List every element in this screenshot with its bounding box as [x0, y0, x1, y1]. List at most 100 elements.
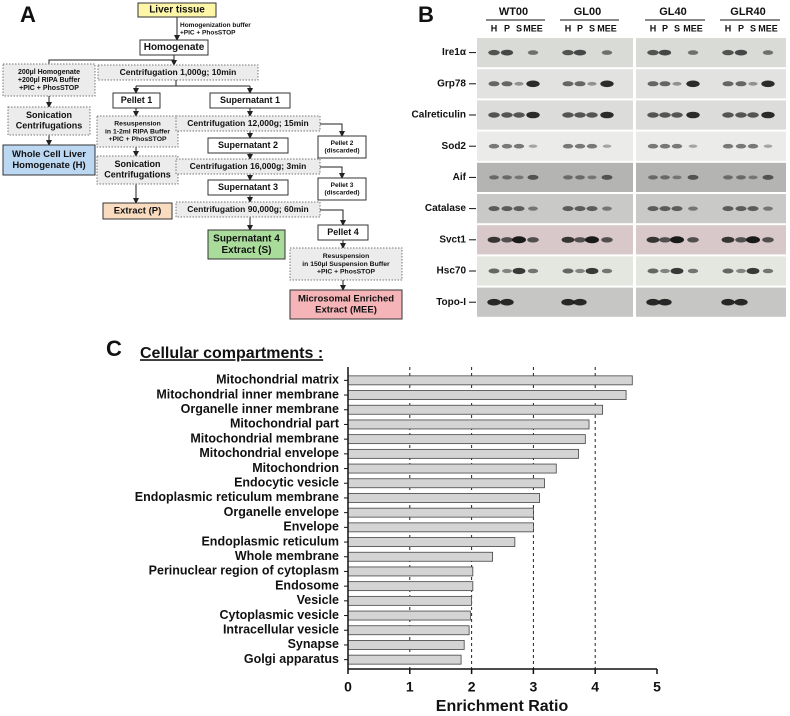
blot-band — [660, 268, 670, 274]
flow-box — [317, 224, 369, 241]
blot-band — [687, 50, 699, 55]
connector — [48, 59, 174, 64]
flow-text: Centrifugation 16,000g; 3min — [190, 161, 307, 171]
group-label: GL00 — [574, 6, 602, 18]
blot-band — [574, 81, 586, 87]
blot-band — [660, 175, 670, 180]
blot-band — [512, 267, 526, 275]
flow-box — [102, 202, 173, 220]
lane-label: P — [662, 23, 668, 33]
blot-band — [688, 144, 698, 148]
y-tick-label: Mitochondrial envelope — [199, 446, 339, 460]
flow-box — [207, 229, 286, 260]
blot-band — [722, 206, 734, 212]
flow-text: Supernatant 4 — [213, 233, 280, 244]
flow-text: +PIC + PhosSTOP — [19, 85, 79, 92]
blot-band — [574, 206, 586, 212]
bar — [347, 448, 579, 459]
blot-band — [671, 112, 683, 118]
flow-text: +PIC + PhosSTOP — [317, 269, 376, 276]
flow-box — [96, 115, 179, 148]
blot-band — [647, 81, 659, 87]
blot-band — [761, 111, 775, 119]
blot-band — [501, 112, 513, 118]
bar — [347, 419, 590, 430]
lane-label: S — [589, 23, 595, 33]
blot-band — [723, 175, 733, 180]
lane-label: MEE — [683, 23, 703, 33]
connector — [320, 166, 345, 179]
protein-label: Calreticulin — [412, 110, 466, 121]
blot-band — [647, 112, 659, 118]
chart-title: Cellular compartments : — [140, 345, 323, 362]
flow-box — [175, 158, 321, 175]
flow-text: (discarded) — [324, 147, 359, 154]
y-tick-label: Organelle inner membrane — [181, 402, 339, 416]
flow-box — [207, 137, 289, 154]
flow-text: Supernatant 1 — [220, 95, 280, 105]
flow-box — [175, 115, 321, 132]
blot-band — [763, 206, 773, 211]
group-label: GL40 — [659, 6, 687, 18]
blot-band — [562, 268, 574, 274]
blot-band — [762, 268, 774, 274]
x-tick-label: 4 — [591, 679, 599, 695]
flow-text: in 150µl Suspension Buffer — [302, 261, 390, 268]
flow-text: Resuspension — [114, 120, 160, 127]
y-tick-label: Golgi apparatus — [244, 652, 339, 666]
flow-box — [289, 247, 403, 281]
blot-band — [671, 143, 683, 149]
blot-band — [574, 143, 586, 149]
blot-band — [646, 298, 660, 306]
flow-box — [137, 2, 217, 18]
bar — [347, 493, 540, 503]
lane-label: S — [674, 23, 680, 33]
blot-band — [514, 81, 524, 86]
bar — [347, 581, 474, 592]
blot-band — [722, 143, 734, 149]
flow-box — [317, 177, 367, 201]
flow-text: Centrifugation 12,000g; 15min — [187, 118, 308, 128]
blot-band — [488, 268, 500, 274]
blot-band — [601, 174, 613, 180]
bar — [347, 595, 472, 606]
blot-band — [748, 81, 758, 86]
flow-text: Centrifugation 1,000g; 10min — [120, 67, 237, 77]
blot-band — [747, 143, 759, 149]
blot-band — [501, 81, 513, 87]
y-tick-label: Perinuclear region of cytoplasm — [149, 564, 339, 578]
blot-band — [585, 267, 599, 275]
blot-band — [574, 112, 586, 118]
blot-band — [647, 206, 659, 212]
blot-band — [513, 206, 525, 212]
flow-text: Supernatant 3 — [218, 182, 278, 192]
blot-band — [762, 174, 774, 180]
blot-band — [587, 175, 597, 180]
flow-text: Whole Cell Liver — [12, 149, 86, 160]
blot-band — [573, 49, 587, 56]
blot-band — [721, 298, 735, 306]
flow-text: Extract (P) — [114, 206, 162, 217]
blot-band — [501, 206, 513, 212]
blot-band — [601, 268, 613, 274]
blot-band — [671, 206, 683, 212]
blot-band — [687, 237, 699, 243]
x-tick-label: 2 — [468, 679, 476, 695]
blot-band — [528, 144, 538, 148]
blot-band — [734, 298, 748, 306]
flow-text: Pellet 3 — [331, 182, 354, 189]
blot-band — [586, 143, 598, 149]
panel-label: C — [106, 336, 122, 361]
blot-band — [659, 81, 671, 87]
bar — [347, 610, 471, 621]
blot-band — [746, 236, 760, 244]
bar — [347, 551, 494, 562]
y-tick-label: Mitochondrial matrix — [216, 373, 339, 387]
blot-band — [658, 49, 672, 56]
blot-band — [585, 236, 599, 244]
blot-band — [736, 175, 746, 180]
blot-band — [513, 112, 525, 118]
blot-band — [659, 206, 671, 212]
